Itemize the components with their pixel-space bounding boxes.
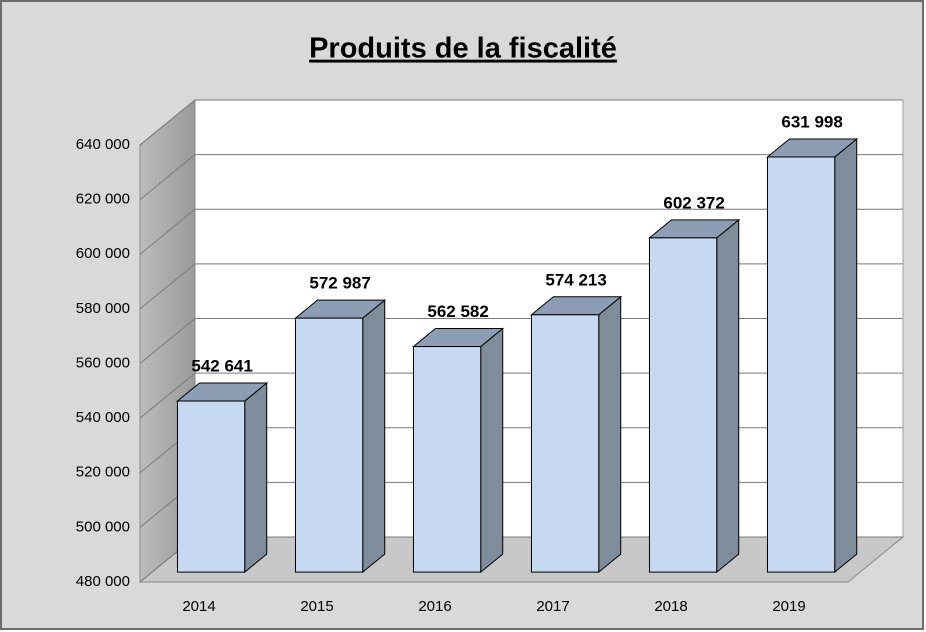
value-label: 602 372: [663, 193, 724, 212]
bar-side: [716, 218, 740, 574]
value-label: 574 213: [545, 270, 606, 289]
bar-side: [598, 295, 622, 574]
bar: [648, 237, 718, 573]
value-label: 562 582: [427, 302, 488, 321]
x-tick-label: 2014: [182, 598, 215, 615]
x-tick-label: 2018: [654, 598, 687, 615]
x-tick-label: 2015: [300, 598, 333, 615]
bar-side: [362, 299, 386, 574]
bar-side: [834, 137, 858, 574]
x-tick-label: 2016: [418, 598, 451, 615]
y-tick-label: 500 000: [76, 518, 130, 535]
grid-line: [139, 208, 903, 255]
value-label: 631 998: [781, 112, 842, 131]
y-tick-label: 520 000: [76, 464, 130, 481]
x-tick-label: 2019: [772, 598, 805, 615]
y-tick-label: 580 000: [76, 300, 130, 317]
value-label: 572 987: [309, 274, 370, 293]
y-tick-label: 600 000: [76, 245, 130, 262]
bar-side: [480, 327, 504, 574]
y-tick-label: 540 000: [76, 409, 130, 426]
bar: [766, 156, 836, 573]
value-label: 542 641: [191, 356, 252, 375]
grid-line: [139, 99, 903, 146]
y-tick-label: 480 000: [76, 573, 130, 590]
y-tick-label: 640 000: [76, 136, 130, 153]
bar: [412, 346, 482, 573]
y-tick-label: 620 000: [76, 191, 130, 208]
x-tick-label: 2017: [536, 598, 569, 615]
y-tick-label: 560 000: [76, 354, 130, 371]
chart-title: Produits de la fiscalité: [309, 33, 617, 65]
bar: [530, 314, 600, 573]
bar: [294, 317, 364, 573]
bar-side: [244, 381, 268, 574]
grid-line: [139, 154, 903, 201]
bar: [176, 400, 246, 573]
